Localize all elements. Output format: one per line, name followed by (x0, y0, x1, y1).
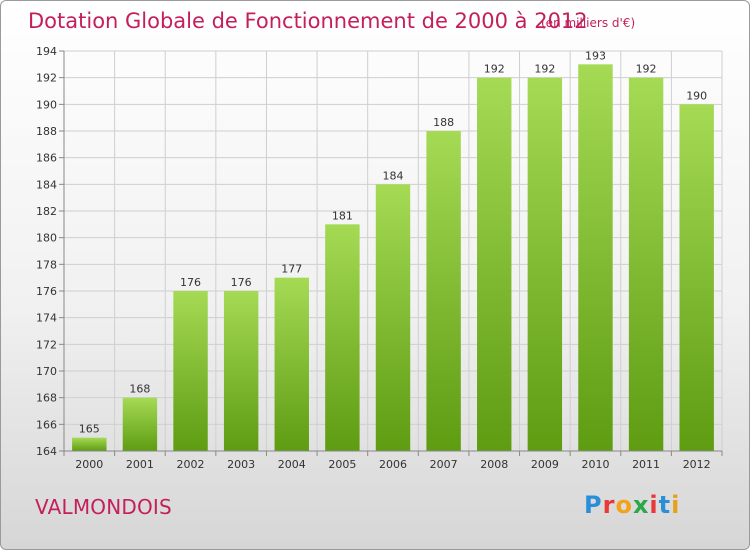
y-tick-label: 190 (36, 98, 57, 111)
commune-name: VALMONDOIS (35, 495, 172, 519)
x-tick-label: 2006 (379, 458, 407, 471)
x-tick-label: 2010 (581, 458, 609, 471)
y-tick-label: 186 (36, 152, 57, 165)
y-tick-label: 166 (36, 418, 57, 431)
bar (72, 437, 107, 451)
bar (325, 224, 360, 451)
data-label: 184 (383, 169, 404, 182)
y-tick-label: 194 (36, 45, 57, 58)
bar (679, 104, 714, 451)
x-tick-label: 2002 (177, 458, 205, 471)
x-tick-label: 2012 (683, 458, 711, 471)
y-tick-label: 178 (36, 258, 57, 271)
data-label: 192 (484, 63, 505, 76)
data-label: 192 (534, 63, 555, 76)
bar (173, 291, 208, 451)
y-tick-label: 192 (36, 72, 57, 85)
y-tick-label: 172 (36, 338, 57, 351)
bar (527, 77, 563, 452)
x-tick-label: 2009 (531, 458, 559, 471)
x-tick-label: 2008 (480, 458, 508, 471)
bar (223, 291, 259, 451)
y-tick-label: 164 (36, 445, 57, 458)
data-label: 188 (433, 116, 454, 129)
x-tick-label: 2007 (430, 458, 458, 471)
bar (578, 64, 613, 452)
data-label: 193 (585, 49, 606, 62)
data-label: 192 (636, 63, 657, 76)
y-tick-label: 182 (36, 205, 57, 218)
data-label: 177 (281, 263, 302, 276)
x-tick-label: 2003 (227, 458, 255, 471)
bars: 165 168 176 176 177 181 184 188 192 192 193 192 190 (72, 49, 714, 452)
data-label: 176 (180, 276, 201, 289)
bar (375, 184, 411, 452)
bar (122, 397, 158, 451)
bar (477, 77, 512, 452)
y-tick-label: 180 (36, 232, 57, 245)
axes: 1641661681701721741761781801821841861881… (36, 45, 723, 471)
bar (274, 277, 309, 451)
data-label: 190 (686, 89, 707, 102)
x-tick-label: 2005 (328, 458, 356, 471)
bar (628, 77, 664, 452)
y-tick-label: 176 (36, 285, 57, 298)
data-label: 176 (231, 276, 252, 289)
data-label: 168 (129, 383, 150, 396)
x-tick-label: 2004 (278, 458, 306, 471)
chart-title: Dotation Globale de Fonctionnement de 20… (28, 9, 588, 33)
x-tick-label: 2011 (632, 458, 660, 471)
proxiti-logo[interactable]: Proxiti (584, 491, 681, 519)
y-tick-label: 170 (36, 365, 57, 378)
y-tick-label: 174 (36, 312, 57, 325)
y-tick-label: 188 (36, 125, 57, 138)
y-tick-label: 168 (36, 392, 57, 405)
bar (426, 131, 461, 451)
data-label: 181 (332, 209, 353, 222)
data-label: 165 (79, 423, 100, 436)
x-tick-label: 2001 (126, 458, 154, 471)
chart-subtitle: (en milliers d'€) (541, 16, 636, 30)
y-tick-label: 184 (36, 178, 57, 191)
x-tick-label: 2000 (75, 458, 103, 471)
